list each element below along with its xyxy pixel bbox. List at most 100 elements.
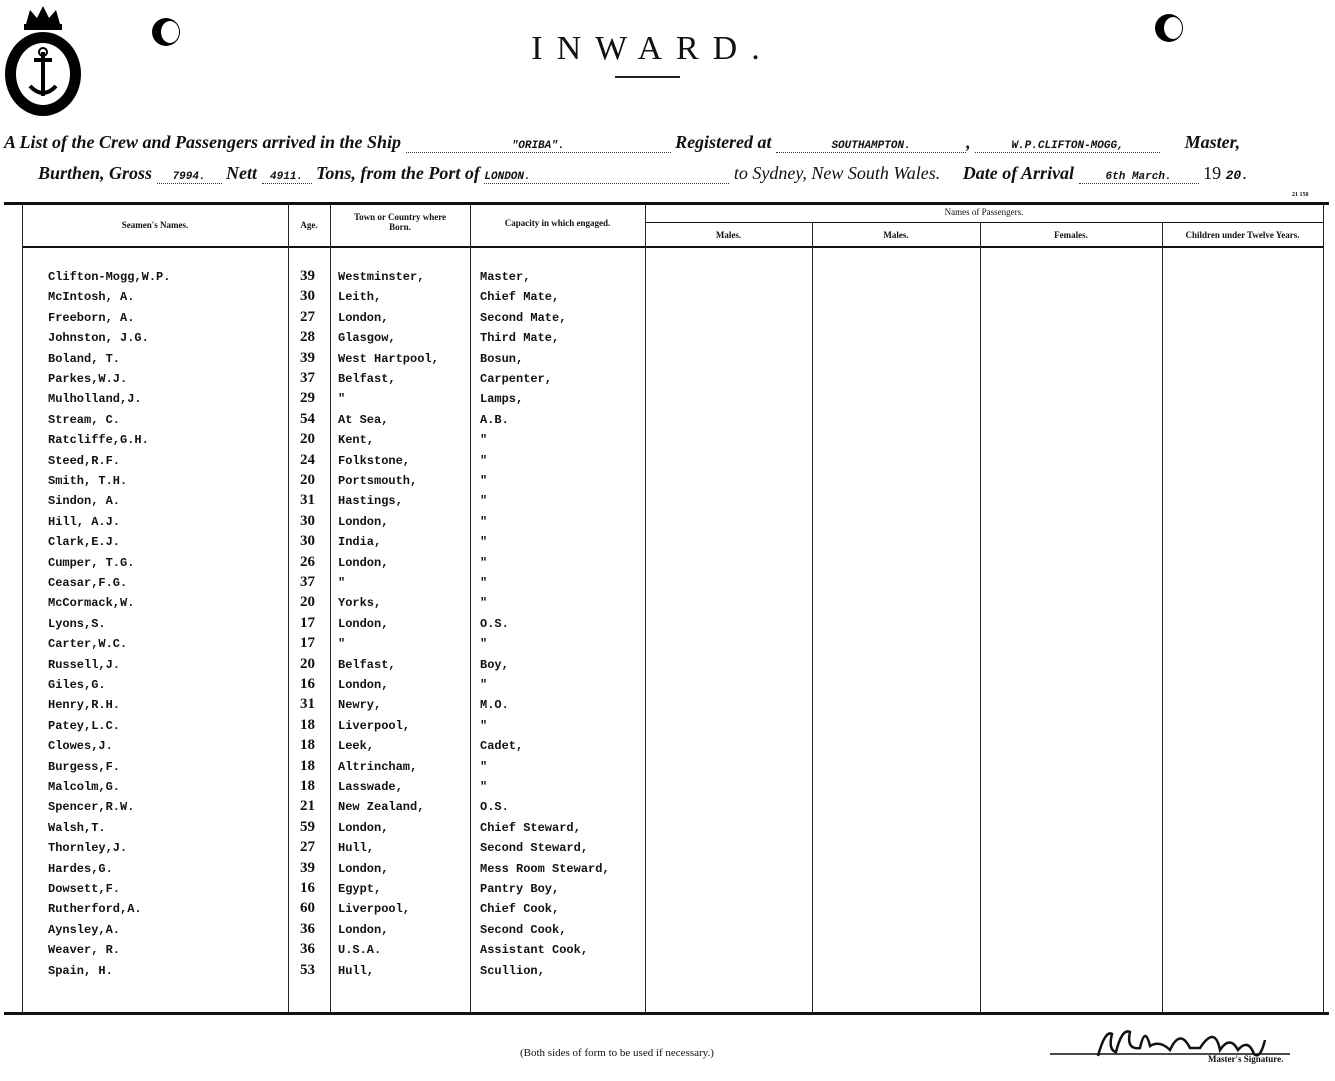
crew-birthplace: Liverpool, [338, 902, 411, 917]
crew-capacity: Second Mate, [480, 310, 567, 325]
crew-capacity: Second Cook, [480, 922, 567, 937]
crew-capacity: " [480, 718, 488, 733]
crew-capacity: M.O. [480, 698, 509, 713]
label-tons-from-port: Tons, from the Port of [316, 163, 480, 183]
crew-age: 18 [300, 757, 315, 774]
crew-age: 18 [300, 737, 315, 754]
crew-age: 30 [300, 288, 315, 305]
crew-birthplace: London, [338, 514, 389, 529]
crew-capacity: Master, [480, 270, 531, 284]
crew-age: 27 [300, 308, 315, 325]
crew-age: 17 [300, 635, 315, 652]
crew-capacity: " [480, 637, 488, 652]
crew-capacity: O.S. [480, 616, 509, 631]
crew-age: 18 [300, 716, 315, 733]
crew-name: Thornley,J. [48, 841, 128, 856]
crew-capacity: " [480, 433, 488, 448]
crew-name: Spencer,R.W. [48, 800, 135, 815]
crew-birthplace: Leek, [338, 739, 375, 754]
form-footnote: (Both sides of form to be used if necess… [520, 1047, 714, 1059]
crew-age: 20 [300, 431, 315, 448]
column-divider [470, 204, 471, 1012]
crew-capacity: " [480, 514, 488, 529]
crew-name: Parkes,W.J. [48, 372, 128, 386]
crew-capacity: " [480, 494, 488, 509]
crew-birthplace: Altrincham, [338, 759, 418, 774]
crew-age: 31 [300, 492, 315, 509]
col-header-females: Females. [1054, 230, 1088, 240]
year-suffix: 20. [1225, 168, 1249, 183]
crew-age: 39 [300, 859, 315, 876]
crew-name: Spain, H. [48, 963, 113, 978]
crew-name: McCormack,W. [48, 596, 135, 611]
column-divider [1323, 204, 1324, 1012]
crew-age: 20 [300, 472, 315, 488]
crew-capacity: Cadet, [480, 739, 524, 754]
crew-age: 21 [300, 798, 315, 815]
crew-name: Dowsett,F. [48, 882, 121, 896]
col-header-age: Age. [300, 220, 318, 230]
form-title: INWARD. [531, 30, 774, 67]
col-header-children: Children under Twelve Years. [1185, 230, 1300, 240]
crew-birthplace: " [338, 637, 346, 652]
column-divider [812, 222, 813, 1012]
passenger-subheader-rule [645, 222, 1323, 223]
crew-name: Giles,G. [48, 678, 106, 692]
col-header-capacity: Capacity in which engaged. [504, 218, 611, 228]
crew-birthplace: Glasgow, [338, 331, 396, 346]
crew-birthplace: India, [338, 535, 382, 550]
col-header-born: Town or Country where Born. [353, 212, 447, 232]
crew-capacity: Assistant Cook, [480, 943, 589, 958]
label-registered-at: Registered at [675, 132, 772, 152]
col-header-males-1: Males. [715, 230, 742, 240]
crew-birthplace: Hull, [338, 841, 375, 856]
crew-birthplace: London, [338, 310, 389, 325]
crew-birthplace: Egypt, [338, 882, 382, 896]
header-line-ship: A List of the Crew and Passengers arrive… [4, 132, 1241, 153]
crew-capacity: Carpenter, [480, 372, 553, 386]
crew-age: 29 [300, 390, 315, 407]
column-divider [1162, 222, 1163, 1012]
crew-birthplace: London, [338, 922, 389, 937]
punch-hole-mark [1155, 14, 1183, 42]
crew-name: Steed,R.F. [48, 453, 121, 468]
departure-port: LONDON. [484, 171, 730, 184]
crew-name: Malcolm,G. [48, 780, 121, 794]
crew-birthplace: Belfast, [338, 657, 396, 672]
crew-capacity: A.B. [480, 412, 509, 427]
column-divider [22, 204, 23, 1012]
crew-name: Stream, C. [48, 412, 121, 427]
crew-birthplace: At Sea, [338, 412, 389, 427]
label-master: Master, [1184, 132, 1241, 152]
crew-age: 17 [300, 614, 315, 631]
crew-capacity: Third Mate, [480, 331, 560, 346]
form-code: 21 150 [1292, 192, 1309, 198]
crew-age: 30 [300, 533, 315, 550]
crew-age: 20 [300, 655, 315, 672]
crew-birthplace: Liverpool, [338, 718, 411, 733]
crew-age: 27 [300, 839, 315, 856]
column-divider [288, 204, 289, 1012]
crew-birthplace: Lasswade, [338, 780, 403, 794]
master-signature-label: Master's Signature. [1208, 1054, 1284, 1064]
crew-name: Rutherford,A. [48, 902, 142, 917]
crew-age: 53 [300, 961, 315, 978]
crew-age: 37 [300, 370, 315, 386]
label-nett: Nett [226, 163, 258, 183]
crew-capacity: " [480, 535, 488, 550]
column-divider [980, 222, 981, 1012]
crew-birthplace: London, [338, 820, 389, 835]
punch-hole-mark [152, 18, 180, 46]
crew-birthplace: Hastings, [338, 494, 403, 509]
crew-age: 31 [300, 696, 315, 713]
crew-birthplace: " [338, 392, 346, 407]
crew-capacity: " [480, 596, 488, 611]
crew-name: Clark,E.J. [48, 535, 121, 550]
crew-name: Carter,W.C. [48, 637, 128, 652]
crew-birthplace: Hull, [338, 963, 375, 978]
header-bottom-rule [22, 246, 1323, 248]
crew-age: 37 [300, 574, 315, 590]
crew-birthplace: New Zealand, [338, 800, 425, 815]
col-header-name: Seamen's Names. [121, 220, 189, 230]
crew-name: Clifton-Mogg,W.P. [48, 270, 171, 284]
